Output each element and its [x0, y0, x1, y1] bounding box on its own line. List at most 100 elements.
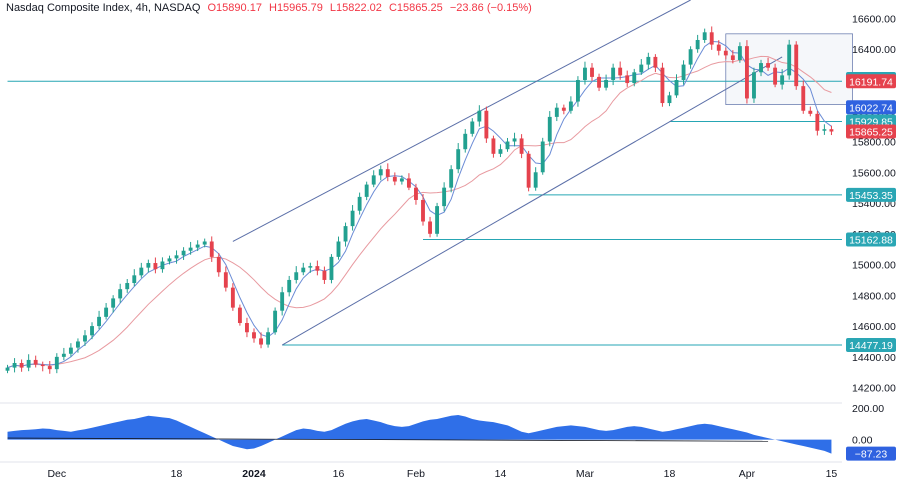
price-tick-12: 16600.00: [852, 13, 896, 25]
date-label-9: 15: [826, 468, 838, 480]
candle-94: [667, 91, 672, 107]
candle-25: [181, 247, 186, 260]
candle-61: [435, 202, 440, 237]
candle-54: [385, 163, 390, 182]
candle-105: [744, 40, 749, 104]
candle-26: [188, 241, 193, 255]
candle-89: [632, 68, 637, 87]
candle-11: [83, 330, 87, 346]
candle-22: [160, 257, 165, 273]
candle-75: [533, 167, 538, 191]
candle-111: [787, 39, 792, 80]
candle-65: [463, 129, 468, 153]
channel-line-0: [232, 0, 691, 242]
candle-64: [456, 143, 461, 174]
candle-84: [597, 73, 601, 92]
candle-29: [209, 236, 214, 262]
candle-82: [583, 61, 587, 85]
candle-67: [477, 105, 482, 127]
candle-90: [639, 59, 644, 75]
candle-37: [266, 327, 271, 348]
candle-114: [808, 106, 813, 117]
candle-19: [139, 262, 144, 278]
candle-102: [723, 47, 728, 60]
candle-85: [604, 74, 609, 91]
candle-49: [350, 205, 355, 231]
date-label-5: 14: [495, 468, 507, 480]
candle-5: [40, 361, 45, 372]
candle-16: [118, 283, 123, 303]
candle-68: [484, 106, 489, 143]
candle-55: [392, 172, 397, 186]
candle-46: [329, 254, 334, 284]
price-tag-1: 16191.74: [846, 74, 896, 89]
change-value: −23.86 (−0.15%): [449, 2, 532, 14]
candle-87: [618, 61, 623, 80]
price-tick-2: 14600.00: [852, 321, 896, 333]
candle-32: [230, 283, 235, 311]
candle-23: [167, 255, 172, 265]
close-value: C15865.25: [388, 2, 443, 14]
candle-66: [470, 118, 475, 137]
candle-80: [568, 96, 573, 114]
candle-81: [575, 76, 580, 107]
candle-47: [336, 236, 341, 260]
date-label-4: Feb: [407, 468, 425, 480]
candle-51: [364, 181, 369, 201]
svg-text:15162.88: 15162.88: [849, 235, 893, 247]
candle-53: [378, 165, 383, 181]
candle-38: [273, 307, 278, 335]
candle-74: [526, 150, 531, 192]
candle-113: [801, 80, 806, 114]
ma-fast-line: [7, 41, 832, 369]
candle-45: [322, 266, 327, 284]
osc-tick-0: 200.00: [852, 403, 884, 415]
candle-57: [406, 173, 411, 191]
svg-text:−87.23: −87.23: [855, 449, 888, 461]
oscillator-trendline: [7, 437, 769, 442]
candle-73: [519, 134, 524, 159]
candle-8: [61, 347, 66, 361]
candle-43: [308, 262, 313, 273]
candle-4: [33, 355, 38, 368]
candle-6: [47, 361, 52, 374]
candle-1: [12, 358, 17, 373]
candle-33: [237, 304, 242, 326]
candle-35: [252, 328, 256, 343]
channel-line-1: [281, 56, 783, 346]
candle-0: [5, 364, 10, 374]
price-tick-3: 14800.00: [852, 290, 896, 302]
price-tick-1: 14400.00: [852, 352, 896, 364]
date-label-8: Apr: [739, 468, 756, 480]
candle-117: [829, 125, 834, 136]
candle-98: [695, 34, 700, 53]
ma-slow-line: [7, 55, 832, 369]
candle-56: [399, 175, 404, 185]
date-label-0: Dec: [47, 468, 66, 480]
svg-text:15865.25: 15865.25: [849, 126, 893, 138]
candle-107: [759, 59, 763, 77]
candle-52: [371, 170, 376, 188]
price-tag-5: 15453.35: [846, 187, 896, 202]
svg-text:15929.85: 15929.85: [849, 117, 893, 129]
candle-42: [301, 262, 306, 276]
candle-95: [674, 74, 679, 98]
high-value: H15965.79: [269, 2, 323, 14]
candle-7: [54, 353, 59, 374]
candle-9: [68, 343, 73, 357]
svg-text:16022.74: 16022.74: [849, 102, 893, 114]
svg-text:16191.74: 16191.74: [849, 76, 893, 88]
candle-112: [794, 41, 799, 90]
candle-109: [773, 63, 778, 88]
candle-62: [442, 182, 447, 212]
date-label-3: 16: [333, 468, 345, 480]
candle-17: [125, 279, 130, 293]
symbol-title: Nasdaq Composite Index, 4h, NASDAQ: [6, 2, 201, 14]
candle-14: [104, 303, 109, 320]
candle-44: [315, 260, 320, 276]
candle-77: [547, 111, 552, 147]
date-label-2: 2024: [242, 468, 266, 480]
candle-31: [223, 266, 228, 292]
candle-59: [421, 193, 425, 226]
